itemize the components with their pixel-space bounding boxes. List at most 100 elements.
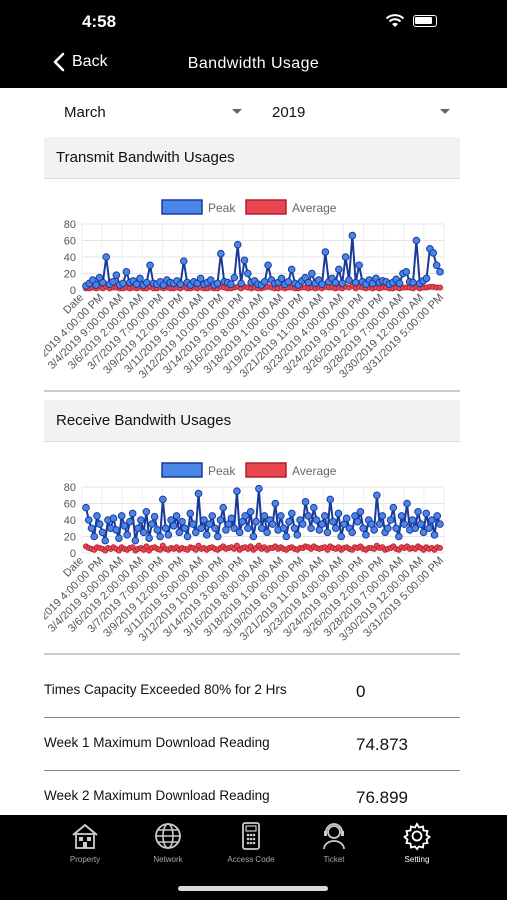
data-point-peak xyxy=(216,516,225,524)
page-title: Bandwidth Usage xyxy=(187,55,320,72)
data-point-peak xyxy=(304,278,313,287)
data-point-peak xyxy=(197,524,206,533)
data-point-peak xyxy=(433,512,442,520)
y-tick-label: 60 xyxy=(64,499,76,511)
data-point-peak xyxy=(213,532,222,541)
data-point-peak xyxy=(288,509,296,518)
data-point-peak xyxy=(170,521,178,530)
stat-row-week2: Week 2 Maximum Download Reading 76.899 xyxy=(44,772,460,824)
keypad-icon xyxy=(242,822,260,850)
data-point-peak xyxy=(233,487,241,495)
legend-swatch-average xyxy=(245,199,287,215)
data-point-average xyxy=(436,284,443,291)
data-point-peak xyxy=(146,261,154,270)
data-point-peak xyxy=(293,531,302,539)
data-point-peak xyxy=(126,517,134,526)
support-agent-icon xyxy=(323,823,345,850)
data-point-peak xyxy=(98,528,107,537)
wifi-icon xyxy=(385,14,405,27)
data-point-peak xyxy=(230,524,238,533)
y-tick-label: 40 xyxy=(64,252,76,264)
data-point-peak xyxy=(233,240,242,249)
data-point-peak xyxy=(370,526,378,534)
data-point-peak xyxy=(290,524,299,533)
tab-setting[interactable]: Setting xyxy=(375,821,459,871)
data-point-peak xyxy=(334,509,343,518)
chart-legend: Peak Average xyxy=(161,199,337,215)
data-point-peak xyxy=(196,274,205,283)
data-point-peak xyxy=(244,524,252,533)
data-point-peak xyxy=(159,495,167,504)
data-point-peak xyxy=(264,261,272,270)
tab-property[interactable]: Property xyxy=(43,821,127,871)
data-point-peak xyxy=(348,528,356,537)
chart-legend: Peak Average xyxy=(161,462,337,478)
data-point-peak xyxy=(309,503,318,512)
data-point-peak xyxy=(284,277,293,286)
month-select[interactable]: March xyxy=(64,96,244,128)
data-point-peak xyxy=(161,524,170,533)
stat-label: Week 2 Maximum Download Reading xyxy=(44,788,270,803)
y-tick-label: 0 xyxy=(70,548,76,560)
data-point-peak xyxy=(353,517,362,526)
data-point-peak xyxy=(355,261,363,270)
filter-bar: March 2019 xyxy=(0,96,507,128)
tab-label: Setting xyxy=(404,855,430,864)
data-point-peak xyxy=(186,509,195,518)
data-point-peak xyxy=(342,514,351,523)
data-point-peak xyxy=(414,507,422,516)
data-point-peak xyxy=(384,524,392,533)
stat-value: 74.873 xyxy=(356,735,408,754)
stat-label: Week 1 Maximum Download Reading xyxy=(44,735,270,750)
month-value: March xyxy=(64,103,106,121)
data-point-peak xyxy=(422,274,431,283)
data-point-average xyxy=(157,546,164,553)
data-point-peak xyxy=(249,532,258,541)
tab-access-code[interactable]: Access Code xyxy=(209,821,293,871)
data-point-peak xyxy=(227,514,236,523)
data-point-peak xyxy=(409,278,417,287)
data-point-peak xyxy=(230,273,239,282)
chevron-down-icon xyxy=(440,109,450,114)
data-point-peak xyxy=(183,532,192,541)
stat-row-week1: Week 1 Maximum Download Reading 74.873 xyxy=(44,719,460,771)
tab-network[interactable]: Network xyxy=(126,821,210,871)
data-point-peak xyxy=(392,524,400,533)
data-point-peak xyxy=(436,268,444,276)
transmit-chart: Peak Average 80 60 40 20 0 Date 3/3/2019 4:00:00… xyxy=(44,192,460,392)
data-point-peak xyxy=(268,520,277,528)
data-point-peak xyxy=(237,279,245,288)
chevron-left-icon xyxy=(53,52,65,72)
year-select[interactable]: 2019 xyxy=(272,96,452,128)
data-point-peak xyxy=(99,278,107,287)
back-button[interactable]: Back xyxy=(52,52,108,72)
data-point-peak xyxy=(321,248,330,256)
tab-ticket[interactable]: Ticket xyxy=(292,821,376,871)
data-point-average xyxy=(192,546,199,553)
data-point-peak xyxy=(287,265,296,274)
data-point-peak xyxy=(219,503,228,512)
data-point-peak xyxy=(95,520,104,528)
data-point-peak xyxy=(176,280,185,289)
data-point-peak xyxy=(194,489,203,498)
data-point-peak xyxy=(408,516,417,524)
transmit-section-header: Transmit Bandwith Usages xyxy=(44,137,460,179)
data-point-peak xyxy=(117,512,126,520)
data-point-peak xyxy=(411,524,420,533)
data-point-peak xyxy=(101,536,110,545)
tab-label: Access Code xyxy=(227,855,275,864)
data-point-peak xyxy=(109,514,118,523)
data-point-peak xyxy=(217,249,225,258)
legend-swatch-average xyxy=(245,462,287,478)
data-point-peak xyxy=(338,279,347,288)
back-label: Back xyxy=(72,53,108,70)
data-point-peak xyxy=(318,520,326,528)
data-point-peak xyxy=(205,520,214,528)
data-point-peak xyxy=(307,524,315,533)
data-point-peak xyxy=(430,531,439,539)
data-point-peak xyxy=(136,274,144,283)
data-point-peak xyxy=(112,271,121,279)
data-point-peak xyxy=(241,512,249,520)
